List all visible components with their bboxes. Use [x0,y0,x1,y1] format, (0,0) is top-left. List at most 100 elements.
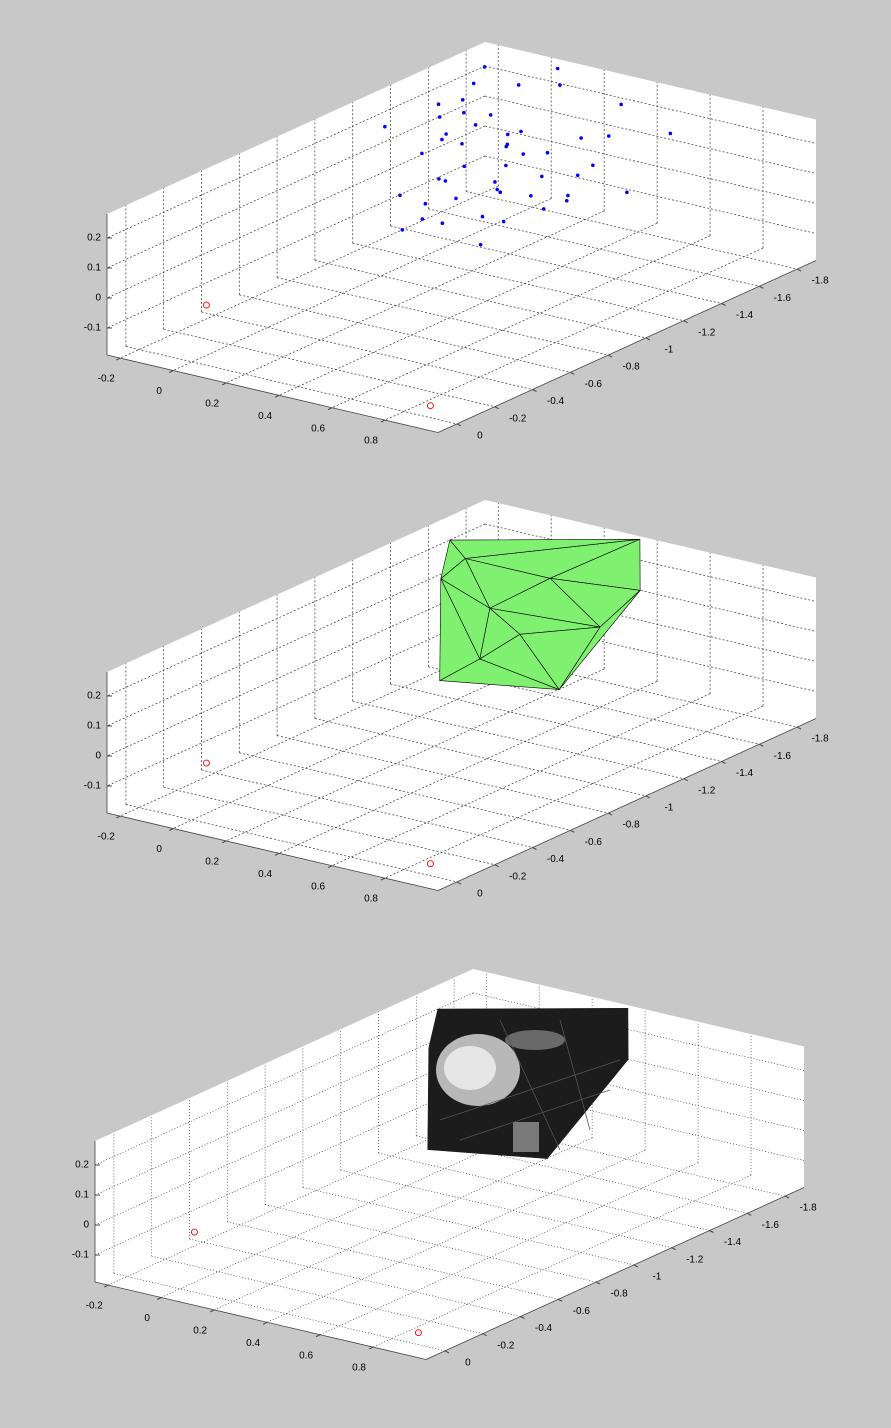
data-point [471,81,476,86]
grid-line [484,65,817,144]
axes-3d: -0.2 0 0.2 0.4 0.6 0.8 -1.8 -1.6 -1.4 -1.2 -1 -0.8 -… [84,500,829,905]
data-point [575,173,580,178]
x-tick [116,815,121,819]
x-tick [262,1321,268,1325]
x-tick [327,865,333,869]
z-tick-label: -0.1 [84,781,102,792]
grid-line [266,1149,646,1323]
y-tick-label: -1.8 [811,734,829,745]
z-tick-label: 0.1 [87,263,101,274]
y-tick-label: -1.6 [774,293,792,304]
data-point [566,193,570,198]
y-tick [607,354,613,358]
x-tick [368,1346,374,1350]
y-tick [444,1350,450,1354]
mesh-face [449,538,641,559]
grid-line [201,311,533,390]
axis-line [437,718,817,891]
x-tick-label: 0.2 [193,1326,207,1337]
data-point [437,115,442,119]
y-tick [558,1298,563,1302]
y-tick-label: -0.2 [509,413,527,424]
data-point [521,152,526,156]
grid-line [331,235,711,409]
grid-line [106,95,486,269]
data-point [619,102,623,107]
y-tick-label: -0.2 [509,871,527,882]
grid-line [466,191,798,270]
grid-line [106,613,486,787]
data-point [423,201,428,206]
z-tick-label: 0 [83,1220,89,1231]
grid-line [120,185,499,359]
grid-line [314,260,646,339]
y-tick [494,864,499,868]
grid-line [331,693,711,867]
grid-line [390,683,722,762]
data-point [591,163,595,168]
mesh-face [558,590,641,690]
texture-lines [439,1019,621,1151]
y-tick-label: -0.2 [497,1340,515,1351]
y-tick [796,726,802,730]
grid-line [352,242,684,322]
x-tick [104,1284,109,1288]
grid-line [384,247,764,421]
texture-block [513,1122,539,1152]
grid-line [173,198,552,371]
grid-line [106,553,486,727]
data-point [440,137,444,142]
z-tick-label: 0.2 [75,1160,89,1171]
y-tick-label: -1.8 [799,1203,817,1214]
grid-line [277,735,609,814]
x-tick [221,382,227,386]
grid-line [106,523,486,697]
x-tick-label: -0.2 [86,1301,104,1312]
x-tick-label: 0.6 [311,423,325,434]
data-point [400,228,405,232]
texture-blob [444,1046,496,1090]
y-tick [570,829,575,833]
data-point [564,198,569,203]
grid-line [94,1022,474,1196]
x-tick [168,828,174,831]
data-point [473,123,478,127]
grid-line [214,1137,593,1311]
data-point [498,190,503,194]
data-point [440,221,445,226]
y-tick-label: -1.6 [774,751,792,762]
data-point [202,759,210,767]
grid-line [319,1162,699,1336]
grid-line [163,786,495,866]
data-point [519,129,523,134]
data-point [398,193,402,198]
grid-line [372,1174,752,1348]
x-tick [274,852,280,856]
grid-line [125,346,457,425]
data-point [555,66,560,71]
data-point [505,132,510,137]
y-tick-label: -1.6 [762,1220,780,1231]
y-tick-label: -1 [652,1272,661,1283]
grid-line [125,804,457,883]
x-tick-label: 0.8 [364,894,378,905]
grid-line [94,1052,474,1226]
grid-line [173,656,552,829]
y-tick-label: 0 [477,889,483,900]
texture-decor [436,1019,621,1152]
texture-blob [505,1030,565,1050]
y-tick [709,1230,714,1233]
data-point [462,164,467,169]
y-tick [721,761,726,764]
y-tick-label: -0.8 [622,820,640,831]
x-tick [209,1309,215,1313]
x-tick-label: 0.2 [205,399,219,410]
grid-line [239,294,571,373]
y-tick-label: -0.6 [573,1306,591,1317]
grid-line [239,752,571,831]
data-point [488,113,493,117]
y-tick [747,1212,752,1216]
data-point [420,217,425,221]
axes-background [107,500,816,891]
data-point [436,102,441,107]
